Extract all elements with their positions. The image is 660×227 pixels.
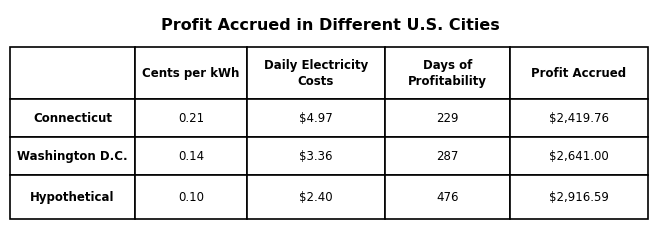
Text: $2,916.59: $2,916.59: [549, 191, 609, 204]
Bar: [510, 175, 648, 219]
Text: 0.21: 0.21: [178, 112, 204, 125]
Text: Profit Accrued: Profit Accrued: [531, 67, 626, 80]
Text: 0.10: 0.10: [178, 191, 204, 204]
Text: Hypothetical: Hypothetical: [30, 191, 115, 204]
Bar: [385, 137, 510, 175]
Text: Washington D.C.: Washington D.C.: [17, 150, 128, 163]
Text: Connecticut: Connecticut: [33, 112, 112, 125]
Text: $2.40: $2.40: [299, 191, 333, 204]
Bar: [510, 48, 648, 100]
Text: $4.97: $4.97: [299, 112, 333, 125]
Bar: [135, 100, 247, 137]
Bar: [247, 48, 385, 100]
Bar: [385, 100, 510, 137]
Text: Profit Accrued in Different U.S. Cities: Profit Accrued in Different U.S. Cities: [160, 18, 500, 33]
Bar: [10, 175, 135, 219]
Text: $2,419.76: $2,419.76: [549, 112, 609, 125]
Text: 476: 476: [436, 191, 459, 204]
Text: Days of
Profitability: Days of Profitability: [408, 59, 487, 88]
Bar: [135, 175, 247, 219]
Bar: [10, 137, 135, 175]
Text: $3.36: $3.36: [299, 150, 333, 163]
Text: 0.14: 0.14: [178, 150, 204, 163]
Bar: [247, 137, 385, 175]
Text: $2,641.00: $2,641.00: [549, 150, 609, 163]
Bar: [510, 137, 648, 175]
Text: 287: 287: [436, 150, 459, 163]
Text: Daily Electricity
Costs: Daily Electricity Costs: [264, 59, 368, 88]
Bar: [10, 48, 135, 100]
Bar: [135, 137, 247, 175]
Bar: [510, 100, 648, 137]
Bar: [135, 48, 247, 100]
Text: 229: 229: [436, 112, 459, 125]
Bar: [247, 175, 385, 219]
Bar: [247, 100, 385, 137]
Bar: [10, 100, 135, 137]
Text: Cents per kWh: Cents per kWh: [142, 67, 240, 80]
Bar: [385, 48, 510, 100]
Bar: [385, 175, 510, 219]
